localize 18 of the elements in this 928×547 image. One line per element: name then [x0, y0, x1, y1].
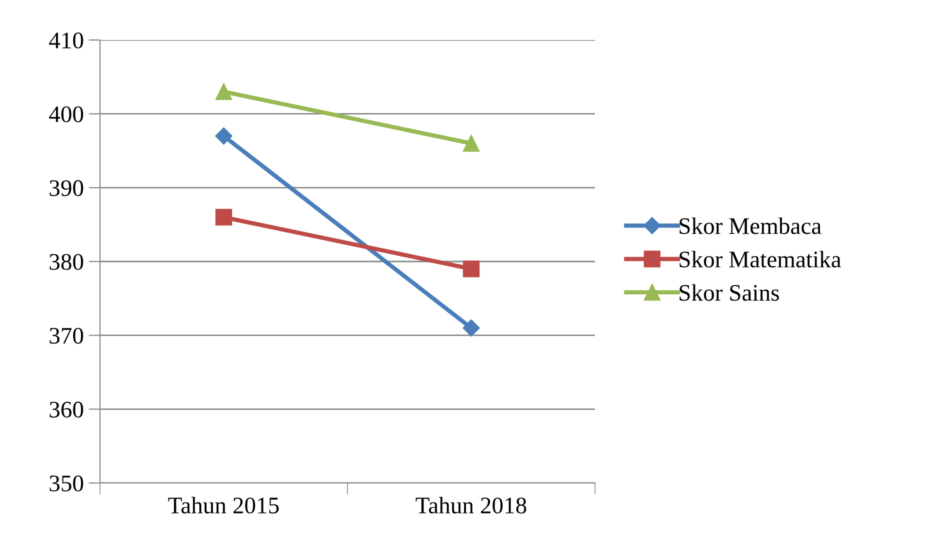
legend-label: Skor Matematika [680, 250, 842, 268]
point [462, 319, 480, 336]
y-tick-label: 380 [50, 254, 84, 270]
x-tick-label: Tahun 2015 [168, 496, 279, 514]
legend-label: Skor Sains [680, 284, 779, 301]
y-tick-label: 410 [49, 32, 84, 48]
point [215, 127, 232, 145]
point [215, 83, 232, 100]
x-tick-label: Tahun 2018 [416, 496, 526, 514]
y-tick-label: 390 [50, 180, 84, 196]
point [462, 260, 480, 278]
legend-label: Skor Membaca [680, 218, 822, 234]
y-tick-label: 400 [49, 106, 84, 122]
point [462, 135, 480, 152]
point [215, 208, 232, 226]
y-tick-label: 350 [50, 475, 84, 492]
y-tick-label: 370 [50, 328, 84, 344]
y-tick-label: 360 [50, 402, 84, 418]
